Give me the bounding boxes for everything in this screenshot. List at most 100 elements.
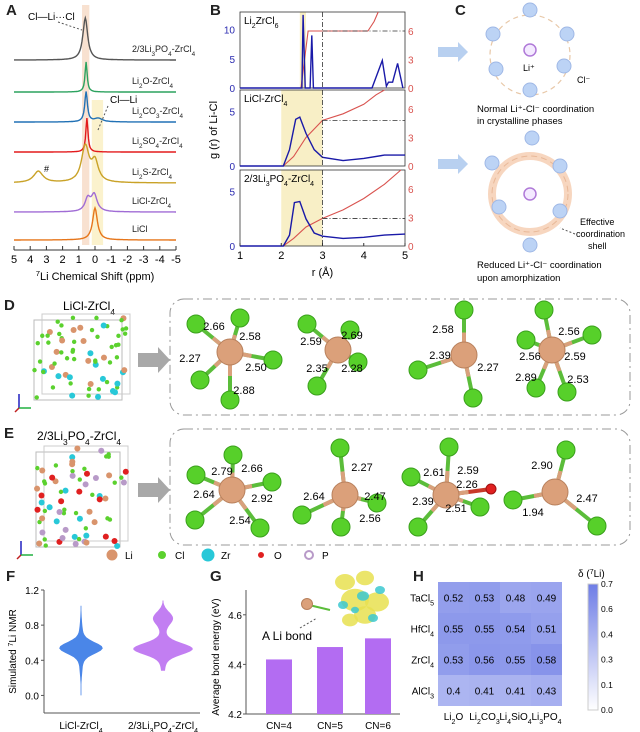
atom (59, 323, 64, 328)
bond-length-label: 2.27 (477, 362, 498, 374)
atom (55, 373, 62, 380)
atom (77, 324, 84, 331)
chlorine-atom (516, 330, 536, 350)
series-label: LiCl-ZrCl4 (132, 196, 172, 210)
isosurface-lobe (338, 601, 348, 609)
arrow-icon (438, 42, 468, 62)
heatmap-cell (438, 613, 469, 644)
bond-length-label: 2.27 (179, 353, 200, 365)
text-part: Li (469, 712, 477, 723)
chlorine-atom (408, 360, 428, 380)
text-part: PO (543, 712, 558, 723)
atom (64, 356, 70, 361)
cl-ion-icon (484, 155, 500, 171)
cell-value-label: 0.48 (506, 594, 526, 605)
text-part: LiCl-ZrCl (132, 196, 168, 206)
atom (59, 337, 66, 344)
text-part: -ZrCl (159, 136, 179, 146)
row-label: TaCl5 (410, 594, 434, 608)
chlorine-atom (587, 516, 607, 536)
atom (62, 526, 69, 533)
atom (62, 507, 67, 512)
heatmap-cell (500, 582, 531, 613)
atom (34, 506, 41, 513)
subscript: 3 (156, 113, 160, 120)
y-tick-label-right: 3 (408, 134, 414, 145)
y-tick-label-right: 0 (408, 84, 414, 95)
atom (71, 356, 77, 362)
bond-length-label: 2.39 (429, 350, 450, 362)
shell-label: shell (588, 241, 607, 251)
atom (123, 326, 129, 331)
bond-length-label: 2.47 (364, 491, 385, 503)
chlorine-atom (503, 490, 523, 510)
cell-value-label: 0.49 (537, 594, 557, 605)
subscript: 4 (99, 728, 103, 732)
lithium-atom (538, 336, 566, 364)
bond-length-label: 2.26 (456, 479, 477, 491)
bond-length-label: 1.94 (522, 507, 543, 519)
bond-length-label: 2.69 (341, 330, 362, 342)
heatmap-cell (469, 613, 500, 644)
heatmap-cell (500, 675, 531, 706)
x-tick-label: 1 (76, 254, 82, 266)
atom (116, 333, 121, 339)
x-tick-label: 2 (60, 254, 66, 266)
y-tick-label-left: 5 (229, 188, 235, 199)
atom (76, 536, 82, 542)
bond-length-label: 2.90 (531, 460, 552, 472)
chlorine-atom (463, 388, 483, 408)
cell-value-label: 0.55 (506, 656, 526, 667)
text-part: LiCl-ZrCl (59, 721, 98, 732)
subscript: 2 (139, 174, 143, 181)
subscript: 2 (252, 23, 256, 30)
y-tick-label: 1.2 (25, 586, 39, 597)
atom (71, 339, 77, 345)
atom (59, 350, 64, 355)
atom (62, 487, 69, 494)
y-tick-label-left: 0 (229, 242, 235, 253)
x-tick-label: 1 (237, 250, 243, 262)
axis-indicator-x (16, 554, 22, 560)
text-part: PO (270, 174, 285, 185)
bond-length-label: 2.58 (432, 324, 453, 336)
atom (72, 541, 79, 548)
row-label: ZrCl4 (411, 656, 434, 670)
text-part: 2/3Li (132, 44, 152, 54)
text-part: Li NMR (8, 609, 19, 642)
y-tick-label: 4.4 (228, 660, 242, 671)
bond-length-label: 2.53 (567, 374, 588, 386)
text-part: Li (531, 712, 539, 723)
bond-length-label: 2.64 (303, 491, 324, 503)
x-tick-label: CN=4 (266, 721, 292, 732)
panel-label-h: H (413, 568, 424, 585)
chlorine-atom (330, 438, 350, 458)
text-part: PO (155, 44, 168, 54)
lithium-atom (331, 481, 359, 509)
atom (120, 327, 125, 332)
bond-length-label: 2.89 (515, 372, 536, 384)
atom (53, 348, 60, 355)
atom (86, 508, 93, 515)
atom (83, 539, 90, 546)
chlorine-atom (367, 493, 387, 513)
shell-label: coordination (576, 229, 625, 239)
violin-1 (59, 605, 103, 696)
text-part: O (455, 712, 463, 723)
cluster-structures: LiCl-ZrCl42/3Li3PO4-ZrCl42.662.582.272.5… (14, 298, 631, 562)
spectrum-line (14, 117, 176, 153)
li-ion-icon (523, 187, 537, 201)
x-axis-label: 7Li Chemical Shift (ppm) (36, 269, 155, 284)
text-part: CO (481, 712, 496, 723)
text-part: Li (132, 167, 139, 177)
text-part: -ZrCl (172, 44, 192, 54)
bond-length-label: 2.66 (241, 463, 262, 475)
atom (102, 495, 109, 502)
atom (82, 481, 89, 488)
cluster-frame (169, 428, 631, 546)
atom (83, 532, 90, 539)
atom (69, 454, 76, 461)
lithium-atom (301, 598, 313, 610)
subscript: 4 (180, 113, 184, 120)
chlorine-atom (556, 440, 576, 460)
